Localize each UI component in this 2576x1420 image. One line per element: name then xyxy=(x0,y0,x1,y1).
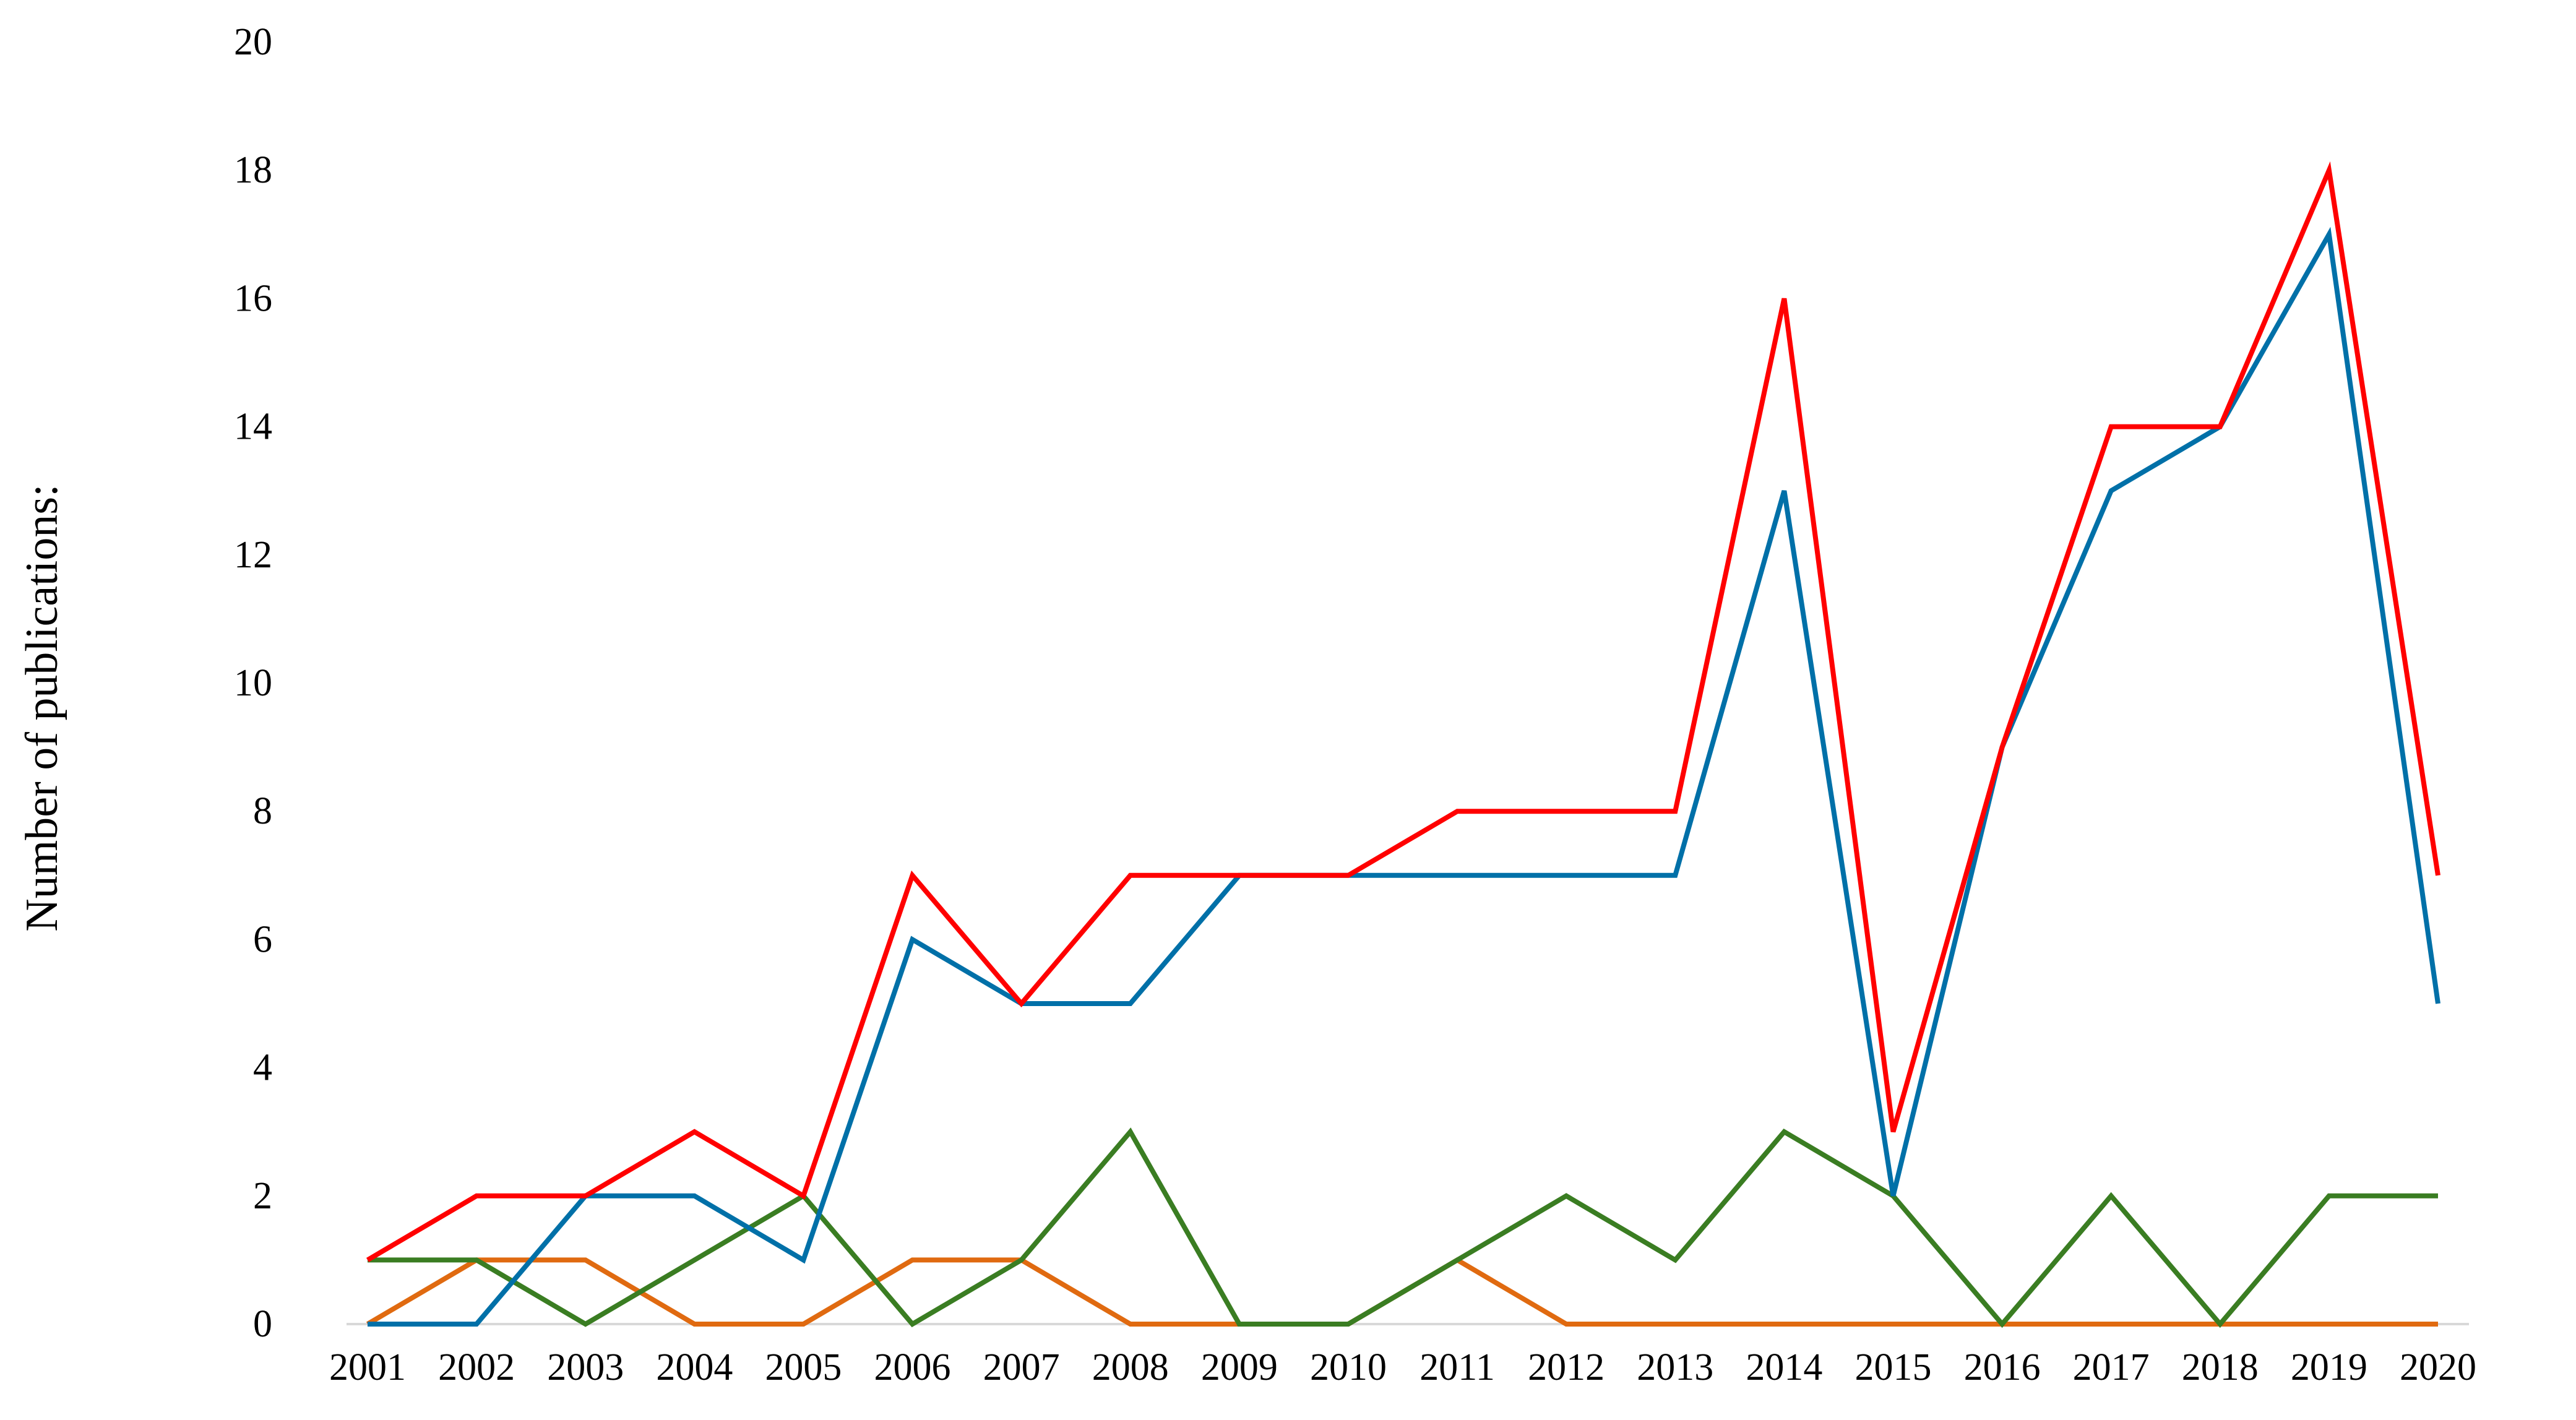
y-tick-label: 14 xyxy=(234,406,272,448)
y-axis-title-group: Number of publications: xyxy=(17,484,67,931)
series-line-0 xyxy=(366,161,2440,1262)
y-tick-label: 12 xyxy=(234,534,272,576)
y-axis-title: Number of publications: xyxy=(17,484,67,931)
y-tick-labels: 0 2 4 6 8 10 12 14 16 18 20 xyxy=(234,21,272,1345)
x-tick-label: 2011 xyxy=(1419,1346,1495,1388)
y-tick-label: 16 xyxy=(234,277,272,319)
x-tick-label: 2013 xyxy=(1637,1346,1713,1388)
x-tick-label: 2012 xyxy=(1528,1346,1605,1388)
y-tick-label: 6 xyxy=(253,918,272,960)
x-tick-label: 2006 xyxy=(874,1346,951,1388)
y-tick-label: 18 xyxy=(234,149,272,191)
x-tick-label: 2004 xyxy=(656,1346,733,1388)
x-tick-label: 2002 xyxy=(438,1346,515,1388)
x-tick-label: 2007 xyxy=(983,1346,1060,1388)
x-tick-label: 2009 xyxy=(1201,1346,1278,1388)
x-tick-label: 2008 xyxy=(1092,1346,1169,1388)
y-tick-label: 0 xyxy=(253,1303,272,1345)
x-tick-label: 2001 xyxy=(329,1346,406,1388)
series-line-2 xyxy=(368,1127,2438,1328)
x-tick-label: 2014 xyxy=(1746,1346,1822,1388)
x-tick-label: 2020 xyxy=(2400,1346,2476,1388)
x-tick-label: 2015 xyxy=(1854,1346,1931,1388)
y-tick-label: 2 xyxy=(253,1175,272,1217)
x-tick-label: 2010 xyxy=(1310,1346,1387,1388)
x-tick-label: 2019 xyxy=(2291,1346,2367,1388)
y-tick-label: 4 xyxy=(253,1047,272,1089)
x-tick-label: 2003 xyxy=(547,1346,624,1388)
y-tick-label: 8 xyxy=(253,790,272,832)
series-lines xyxy=(366,161,2440,1328)
y-tick-label: 20 xyxy=(234,21,272,63)
x-tick-label: 2005 xyxy=(765,1346,842,1388)
x-tick-labels: 2001 2002 2003 2004 2005 2006 2007 2008 2009 2010… xyxy=(329,1346,2476,1388)
series-line-1 xyxy=(368,226,2440,1327)
y-tick-label: 10 xyxy=(234,662,272,704)
x-tick-label: 2017 xyxy=(2073,1346,2150,1388)
x-tick-label: 2018 xyxy=(2182,1346,2259,1388)
x-tick-label: 2016 xyxy=(1964,1346,2041,1388)
